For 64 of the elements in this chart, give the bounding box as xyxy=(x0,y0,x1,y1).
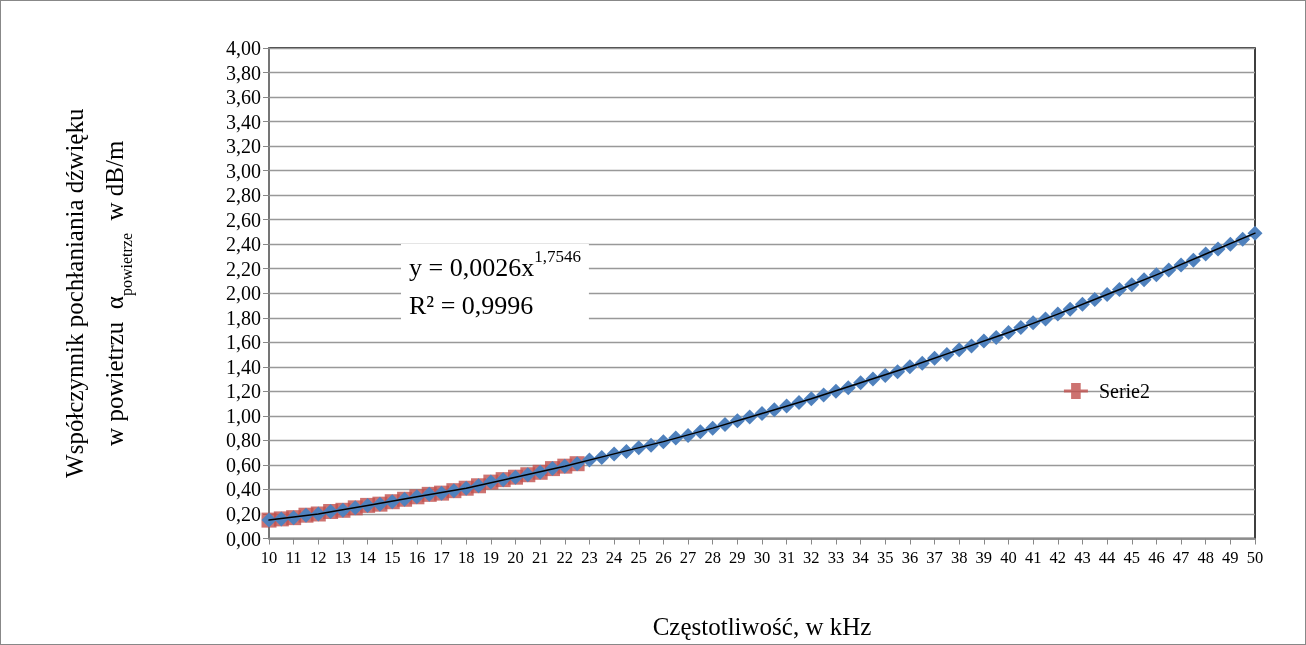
x-tick-label: 12 xyxy=(310,547,327,567)
y-tick-label: 1,20 xyxy=(226,380,261,403)
x-tick-label: 36 xyxy=(901,547,919,567)
x-tick-label: 40 xyxy=(1000,547,1017,567)
x-tick-label: 10 xyxy=(260,547,278,567)
y-tick-label: 2,80 xyxy=(226,184,261,207)
x-tick-label: 41 xyxy=(1024,547,1042,567)
x-tick-label: 50 xyxy=(1246,547,1264,567)
y-tick-label: 3,80 xyxy=(226,61,261,84)
x-tick-label: 27 xyxy=(679,547,697,567)
x-tick-label: 46 xyxy=(1148,547,1165,567)
y-tick-label: 0,00 xyxy=(226,527,261,550)
x-tick-label: 47 xyxy=(1172,547,1190,567)
x-tick-label: 34 xyxy=(852,547,869,567)
y-tick-label: 2,60 xyxy=(226,208,261,231)
y-tick-label: 2,20 xyxy=(226,257,261,280)
x-tick-label: 35 xyxy=(877,547,894,567)
y-tick-label: 0,40 xyxy=(226,478,261,501)
x-tick-label: 33 xyxy=(827,547,845,567)
x-tick-label: 24 xyxy=(605,547,623,567)
y-tick-label: 1,00 xyxy=(226,404,261,427)
x-tick-label: 38 xyxy=(950,547,968,567)
x-tick-label: 17 xyxy=(433,547,450,567)
x-tick-label: 43 xyxy=(1074,547,1091,567)
x-tick-label: 11 xyxy=(285,547,302,567)
x-tick-label: 26 xyxy=(655,547,672,567)
y-tick-label: 3,40 xyxy=(226,110,261,133)
x-tick-label: 45 xyxy=(1123,547,1140,567)
legend-label: Serie2 xyxy=(1098,380,1150,402)
y-tick-label: 3,20 xyxy=(226,135,261,158)
x-tick-label: 32 xyxy=(803,547,820,567)
x-tick-label: 15 xyxy=(384,547,401,567)
y-tick-label: 1,80 xyxy=(226,306,261,329)
x-axis-title: Częstotliwość, w kHz xyxy=(652,613,872,640)
y-tick-label: 0,80 xyxy=(226,429,261,452)
x-tick-label: 29 xyxy=(729,547,746,567)
x-tick-label: 39 xyxy=(975,547,993,567)
x-tick-label: 31 xyxy=(778,547,795,567)
x-tick-label: 13 xyxy=(334,547,352,567)
y-tick-label: 3,00 xyxy=(226,159,261,182)
x-tick-label: 42 xyxy=(1049,547,1067,567)
y-tick-label: 1,40 xyxy=(226,355,261,378)
x-tick-label: 21 xyxy=(531,547,549,567)
x-tick-label: 18 xyxy=(457,547,475,567)
x-tick-label: 16 xyxy=(408,547,426,567)
x-tick-label: 49 xyxy=(1222,547,1239,567)
x-tick-label: 48 xyxy=(1197,547,1214,567)
y-tick-label: 0,20 xyxy=(226,502,261,525)
x-tick-label: 23 xyxy=(581,547,598,567)
y-tick-label: 4,00 xyxy=(226,37,261,59)
y-tick-label: 3,60 xyxy=(226,86,261,109)
x-tick-label: 14 xyxy=(359,547,376,567)
x-tick-label: 37 xyxy=(926,547,943,567)
x-tick-label: 19 xyxy=(482,547,500,567)
y-tick-label: 1,60 xyxy=(226,331,261,354)
y-tick-label: 0,60 xyxy=(226,453,261,476)
x-tick-label: 30 xyxy=(753,547,771,567)
x-tick-label: 22 xyxy=(556,547,574,567)
x-tick-label: 25 xyxy=(630,547,647,567)
x-tick-label: 20 xyxy=(507,547,524,567)
y-tick-label: 2,00 xyxy=(226,282,261,305)
y-tick-label: 2,40 xyxy=(226,233,261,256)
x-tick-label: 28 xyxy=(704,547,721,567)
x-tick-label: 44 xyxy=(1098,547,1116,567)
